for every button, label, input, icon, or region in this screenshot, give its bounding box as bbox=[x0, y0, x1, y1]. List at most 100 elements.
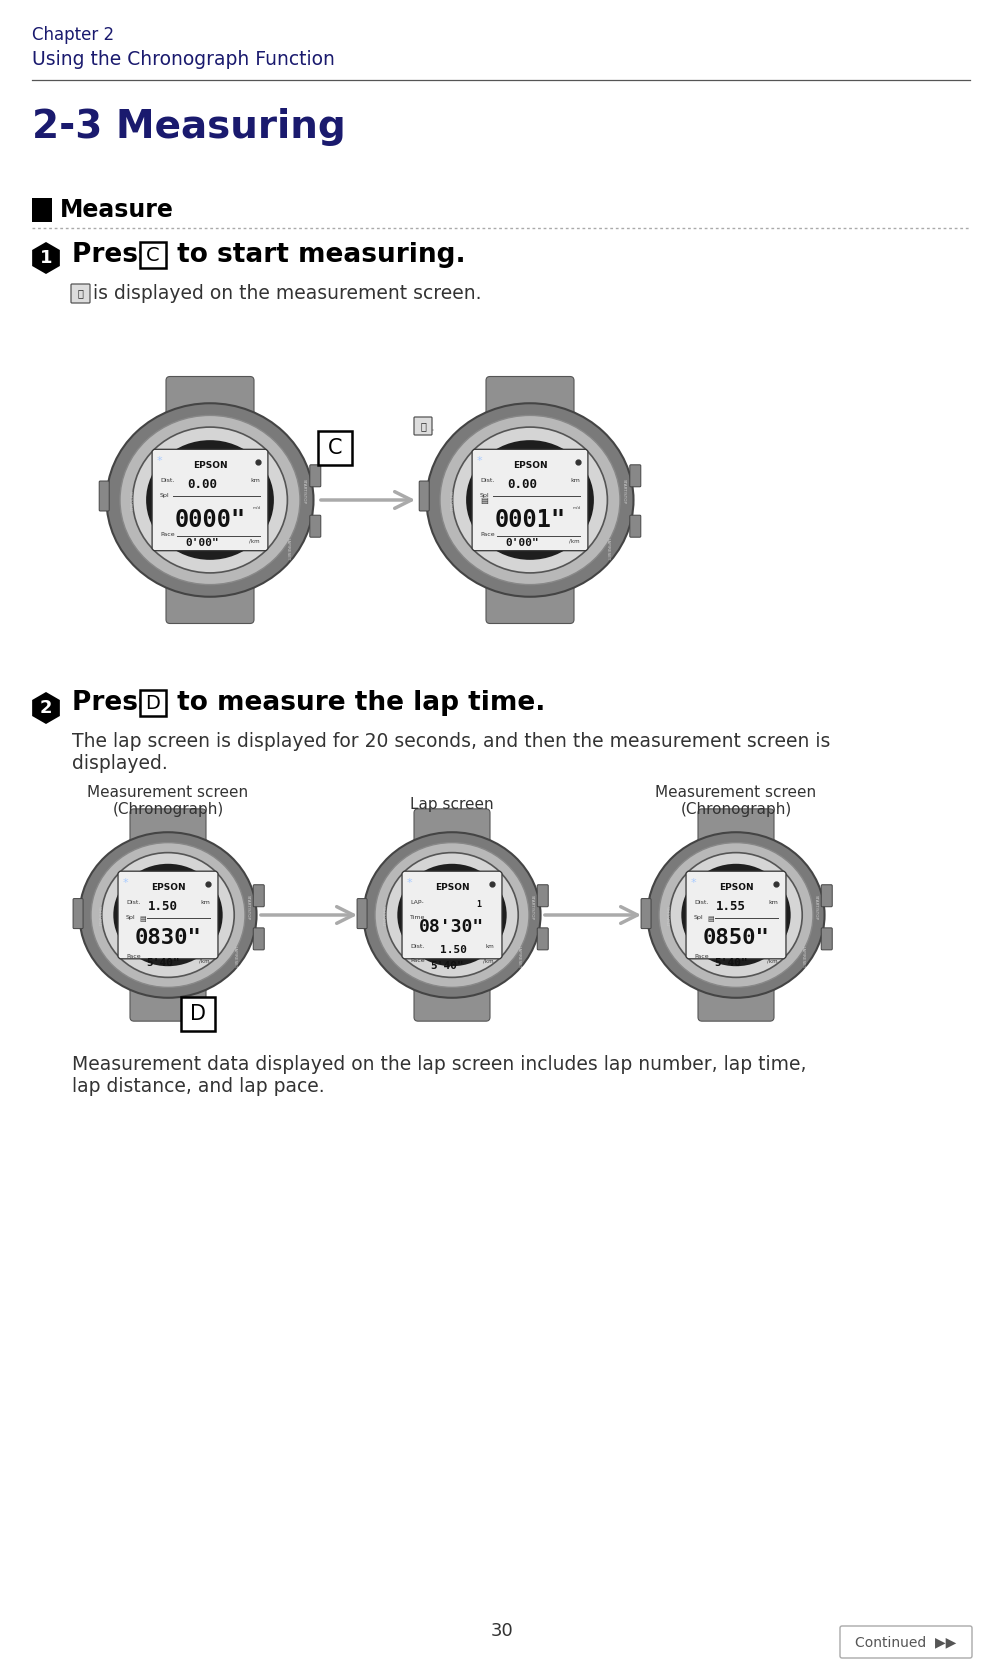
FancyBboxPatch shape bbox=[165, 377, 254, 419]
FancyBboxPatch shape bbox=[641, 899, 650, 929]
Ellipse shape bbox=[113, 864, 223, 966]
Ellipse shape bbox=[681, 864, 790, 966]
Text: D: D bbox=[190, 1004, 206, 1024]
FancyBboxPatch shape bbox=[318, 430, 352, 465]
Text: EPSON: EPSON bbox=[150, 882, 186, 892]
Text: Measure: Measure bbox=[60, 198, 174, 222]
Text: 2-3 Measuring: 2-3 Measuring bbox=[32, 108, 345, 147]
Text: LAP/RESET: LAP/RESET bbox=[799, 946, 803, 969]
Text: Spl: Spl bbox=[479, 494, 489, 499]
Text: 0830": 0830" bbox=[134, 927, 202, 947]
Text: Dist.: Dist. bbox=[409, 944, 424, 949]
FancyBboxPatch shape bbox=[840, 1626, 971, 1658]
Text: 1: 1 bbox=[40, 249, 52, 267]
Ellipse shape bbox=[375, 842, 529, 987]
FancyBboxPatch shape bbox=[401, 871, 502, 959]
FancyBboxPatch shape bbox=[413, 809, 489, 846]
Text: Time: Time bbox=[409, 916, 425, 921]
FancyBboxPatch shape bbox=[471, 449, 588, 550]
Text: C: C bbox=[327, 439, 342, 459]
Text: /km: /km bbox=[569, 539, 580, 544]
Text: 5'40": 5'40" bbox=[146, 957, 180, 967]
Text: m/d: m/d bbox=[573, 507, 581, 510]
Text: Pace: Pace bbox=[693, 954, 708, 959]
Text: km: km bbox=[200, 901, 210, 906]
FancyBboxPatch shape bbox=[253, 927, 264, 949]
FancyBboxPatch shape bbox=[537, 927, 548, 949]
Text: LAP/RESET: LAP/RESET bbox=[232, 946, 236, 969]
Text: EPSON: EPSON bbox=[718, 882, 752, 892]
Text: START/STOP: START/STOP bbox=[621, 479, 625, 504]
Text: ▤: ▤ bbox=[138, 916, 145, 922]
Text: 0000": 0000" bbox=[175, 509, 246, 532]
Text: km: km bbox=[484, 944, 493, 949]
Text: Using the Chronograph Function: Using the Chronograph Function bbox=[32, 50, 335, 68]
Text: Pace: Pace bbox=[409, 957, 424, 962]
Text: EPSON: EPSON bbox=[513, 460, 547, 470]
Ellipse shape bbox=[426, 404, 633, 597]
Text: 0'00": 0'00" bbox=[185, 539, 219, 549]
Text: *: * bbox=[122, 877, 127, 887]
FancyBboxPatch shape bbox=[129, 984, 206, 1021]
Text: 0.00: 0.00 bbox=[187, 479, 217, 492]
Ellipse shape bbox=[465, 440, 594, 560]
Ellipse shape bbox=[120, 415, 300, 584]
Text: 08'30": 08'30" bbox=[419, 917, 484, 936]
Text: START/STOP: START/STOP bbox=[530, 894, 534, 919]
FancyBboxPatch shape bbox=[413, 984, 489, 1021]
Text: to start measuring.: to start measuring. bbox=[168, 242, 465, 269]
Text: 5'40": 5'40" bbox=[429, 961, 463, 971]
FancyBboxPatch shape bbox=[697, 809, 773, 846]
Ellipse shape bbox=[669, 852, 801, 977]
Text: D: D bbox=[145, 694, 160, 712]
Ellipse shape bbox=[79, 832, 257, 997]
Text: to measure the lap time.: to measure the lap time. bbox=[168, 691, 545, 716]
Text: Measurement screen
(Chronograph): Measurement screen (Chronograph) bbox=[655, 786, 815, 817]
Text: The lap screen is displayed for 20 seconds, and then the measurement screen is: The lap screen is displayed for 20 secon… bbox=[72, 732, 829, 751]
Text: *: * bbox=[689, 877, 695, 887]
Ellipse shape bbox=[101, 852, 234, 977]
Text: START/STOP: START/STOP bbox=[813, 894, 817, 919]
Text: LAP-: LAP- bbox=[409, 901, 423, 906]
FancyBboxPatch shape bbox=[419, 480, 428, 510]
Ellipse shape bbox=[452, 427, 607, 572]
Text: LAP/RESET: LAP/RESET bbox=[285, 539, 289, 560]
Ellipse shape bbox=[647, 832, 823, 997]
Text: m/d: m/d bbox=[253, 507, 261, 510]
Text: 0'00": 0'00" bbox=[505, 539, 539, 549]
Ellipse shape bbox=[91, 842, 245, 987]
Text: Spl: Spl bbox=[126, 916, 135, 921]
Text: Dist.: Dist. bbox=[479, 479, 494, 484]
Text: displayed.: displayed. bbox=[72, 754, 168, 772]
Text: 2: 2 bbox=[40, 699, 52, 717]
FancyBboxPatch shape bbox=[629, 515, 640, 537]
Text: C: C bbox=[146, 245, 159, 265]
Text: /km: /km bbox=[766, 957, 777, 962]
FancyBboxPatch shape bbox=[310, 515, 321, 537]
Text: km: km bbox=[767, 901, 777, 906]
FancyBboxPatch shape bbox=[165, 582, 254, 624]
Ellipse shape bbox=[439, 415, 620, 584]
Text: DISP/CHG: DISP/CHG bbox=[667, 906, 671, 926]
Text: ▤: ▤ bbox=[479, 497, 487, 505]
FancyBboxPatch shape bbox=[697, 984, 773, 1021]
FancyBboxPatch shape bbox=[413, 417, 431, 435]
Text: DISP/CHG: DISP/CHG bbox=[450, 490, 454, 510]
FancyBboxPatch shape bbox=[685, 871, 785, 959]
FancyBboxPatch shape bbox=[357, 899, 367, 929]
Text: START/STOP: START/STOP bbox=[246, 894, 250, 919]
FancyBboxPatch shape bbox=[629, 465, 640, 487]
Text: DISP/CHG: DISP/CHG bbox=[99, 906, 103, 926]
Text: 0.00: 0.00 bbox=[507, 479, 537, 492]
Text: *: * bbox=[475, 457, 481, 467]
Text: LAP/RESET: LAP/RESET bbox=[605, 539, 609, 560]
Ellipse shape bbox=[385, 852, 518, 977]
Text: LAP/RESET: LAP/RESET bbox=[516, 946, 520, 969]
Text: 0850": 0850" bbox=[702, 927, 768, 947]
FancyBboxPatch shape bbox=[820, 884, 831, 907]
FancyBboxPatch shape bbox=[71, 284, 90, 304]
Text: Chapter 2: Chapter 2 bbox=[32, 27, 114, 43]
FancyBboxPatch shape bbox=[537, 884, 548, 907]
Ellipse shape bbox=[132, 427, 287, 572]
Text: /km: /km bbox=[482, 957, 493, 962]
